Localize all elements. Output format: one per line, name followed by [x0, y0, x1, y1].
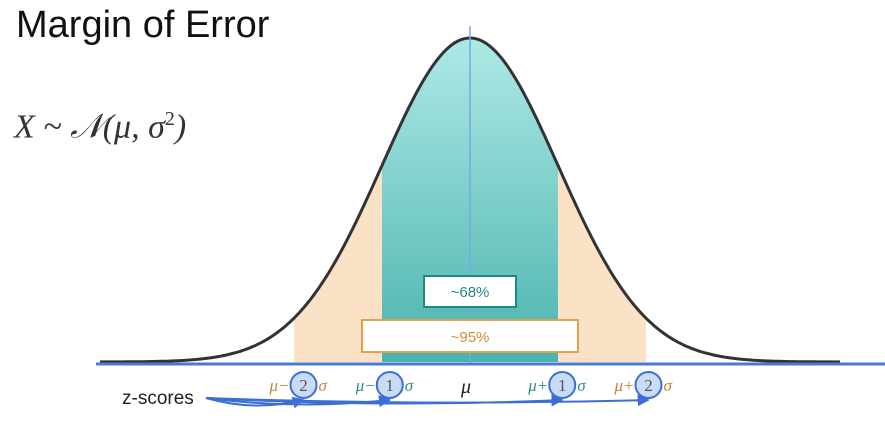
tick-number-circle — [375, 371, 404, 399]
outer-percent-label: ~95% — [451, 329, 490, 346]
z-score-arrows — [205, 394, 650, 409]
tick-prefix: μ+ — [613, 376, 634, 395]
outer-percent-box — [361, 319, 579, 353]
formula-prefix: X ~ 𝒩(μ, σ — [14, 108, 165, 146]
formula-suffix: ) — [174, 108, 187, 146]
tick-number: 2 — [299, 376, 308, 395]
z-score-arrow — [205, 394, 650, 407]
tick-sigma: σ — [405, 376, 414, 395]
tick-number: 2 — [644, 376, 653, 395]
tick-prefix: μ+ — [527, 376, 548, 395]
mean-label: μ — [460, 376, 471, 398]
z-score-tick: μ+ 2 σ — [613, 371, 672, 399]
tick-number: 1 — [386, 376, 395, 395]
distribution-formula: X ~ 𝒩(μ, σ2) — [14, 108, 186, 146]
tick-sigma: σ — [577, 376, 586, 395]
tick-number: 1 — [558, 376, 567, 395]
z-scores-label: z-scores — [122, 388, 194, 409]
page-title: Margin of Error — [16, 4, 270, 46]
tick-number-circle — [548, 371, 577, 399]
inner-percent-box — [423, 275, 517, 308]
z-score-tick: μ− 2 σ — [269, 371, 328, 399]
tick-sigma: σ — [319, 376, 328, 395]
tick-prefix: μ− — [355, 376, 376, 395]
z-score-tick: μ− 1 σ — [355, 371, 414, 399]
inner-percent-label: ~68% — [451, 284, 490, 301]
tick-number-circle — [634, 371, 663, 399]
formula-exponent: 2 — [164, 108, 175, 130]
z-score-tick: μ+ 1 σ — [527, 371, 586, 399]
tick-number-circle — [289, 371, 318, 399]
z-score-ticks: μ− 2 σ μ− 1 σ μ+ 1 σ μ+ 2 σ — [269, 371, 672, 399]
tick-prefix: μ− — [269, 376, 290, 395]
tick-sigma: σ — [663, 376, 672, 395]
